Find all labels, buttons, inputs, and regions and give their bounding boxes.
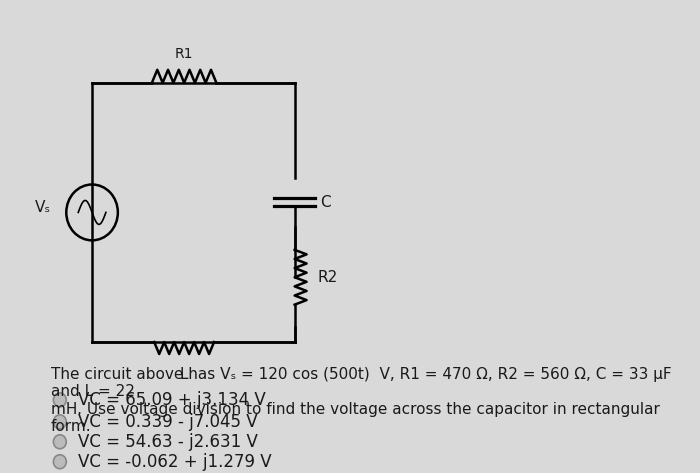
Text: The circuit above has Vₛ = 120 cos (500t)  V, R1 = 470 Ω, R2 = 560 Ω, C = 33 μF : The circuit above has Vₛ = 120 cos (500t… (50, 367, 671, 434)
Text: C: C (321, 195, 331, 210)
Circle shape (53, 455, 66, 469)
Text: Vₛ: Vₛ (34, 200, 50, 215)
Text: VC = 65.09 + j3.134 V: VC = 65.09 + j3.134 V (78, 391, 266, 409)
Circle shape (53, 435, 66, 449)
Text: VC = 54.63 - j2.631 V: VC = 54.63 - j2.631 V (78, 433, 258, 451)
Text: VC = 0.339 - j7.045 V: VC = 0.339 - j7.045 V (78, 413, 258, 431)
Text: VC = -0.062 + j1.279 V: VC = -0.062 + j1.279 V (78, 453, 272, 471)
Circle shape (53, 415, 66, 429)
Text: R1: R1 (175, 47, 193, 61)
Circle shape (53, 393, 66, 407)
Text: R2: R2 (318, 270, 338, 285)
Text: L: L (180, 367, 188, 382)
